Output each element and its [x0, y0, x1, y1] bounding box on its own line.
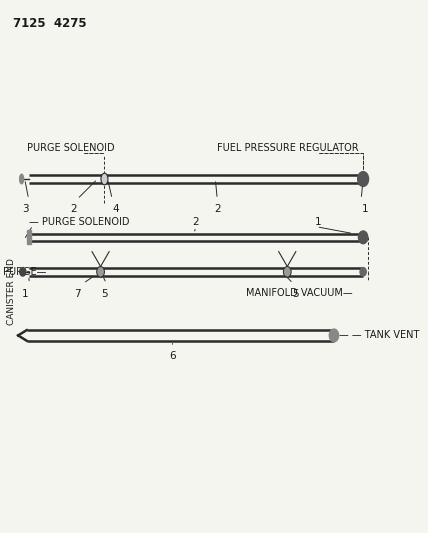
Text: 1: 1	[362, 205, 369, 214]
Ellipse shape	[20, 174, 24, 184]
Text: 2: 2	[214, 205, 220, 214]
Text: 5: 5	[292, 289, 298, 299]
Text: 4: 4	[113, 205, 119, 214]
Text: PURGE SOLENOID: PURGE SOLENOID	[27, 142, 114, 152]
Text: — PURGE SOLENOID: — PURGE SOLENOID	[30, 217, 130, 227]
Text: 2: 2	[193, 217, 199, 227]
Text: 3: 3	[22, 205, 29, 214]
Text: — — TANK VENT: — — TANK VENT	[339, 330, 419, 341]
Text: 1: 1	[315, 217, 322, 227]
Text: 6: 6	[169, 351, 176, 361]
Circle shape	[329, 329, 339, 342]
Circle shape	[283, 266, 291, 277]
Circle shape	[358, 172, 369, 187]
Text: MANIFOLD VACUUM—: MANIFOLD VACUUM—	[247, 288, 353, 298]
Text: PURGE—: PURGE—	[3, 267, 46, 277]
Text: FUEL PRESSURE REGULATOR: FUEL PRESSURE REGULATOR	[217, 142, 359, 152]
Text: 1: 1	[22, 289, 29, 299]
FancyBboxPatch shape	[27, 230, 31, 244]
Text: 7125  4275: 7125 4275	[13, 17, 87, 30]
Circle shape	[97, 266, 104, 277]
Circle shape	[20, 268, 26, 276]
Text: CANISTER END: CANISTER END	[6, 258, 15, 325]
Circle shape	[360, 268, 366, 276]
Ellipse shape	[101, 173, 108, 185]
Circle shape	[359, 231, 368, 244]
Text: 7: 7	[74, 289, 80, 299]
Text: 5: 5	[101, 289, 108, 299]
Text: 2: 2	[70, 205, 77, 214]
